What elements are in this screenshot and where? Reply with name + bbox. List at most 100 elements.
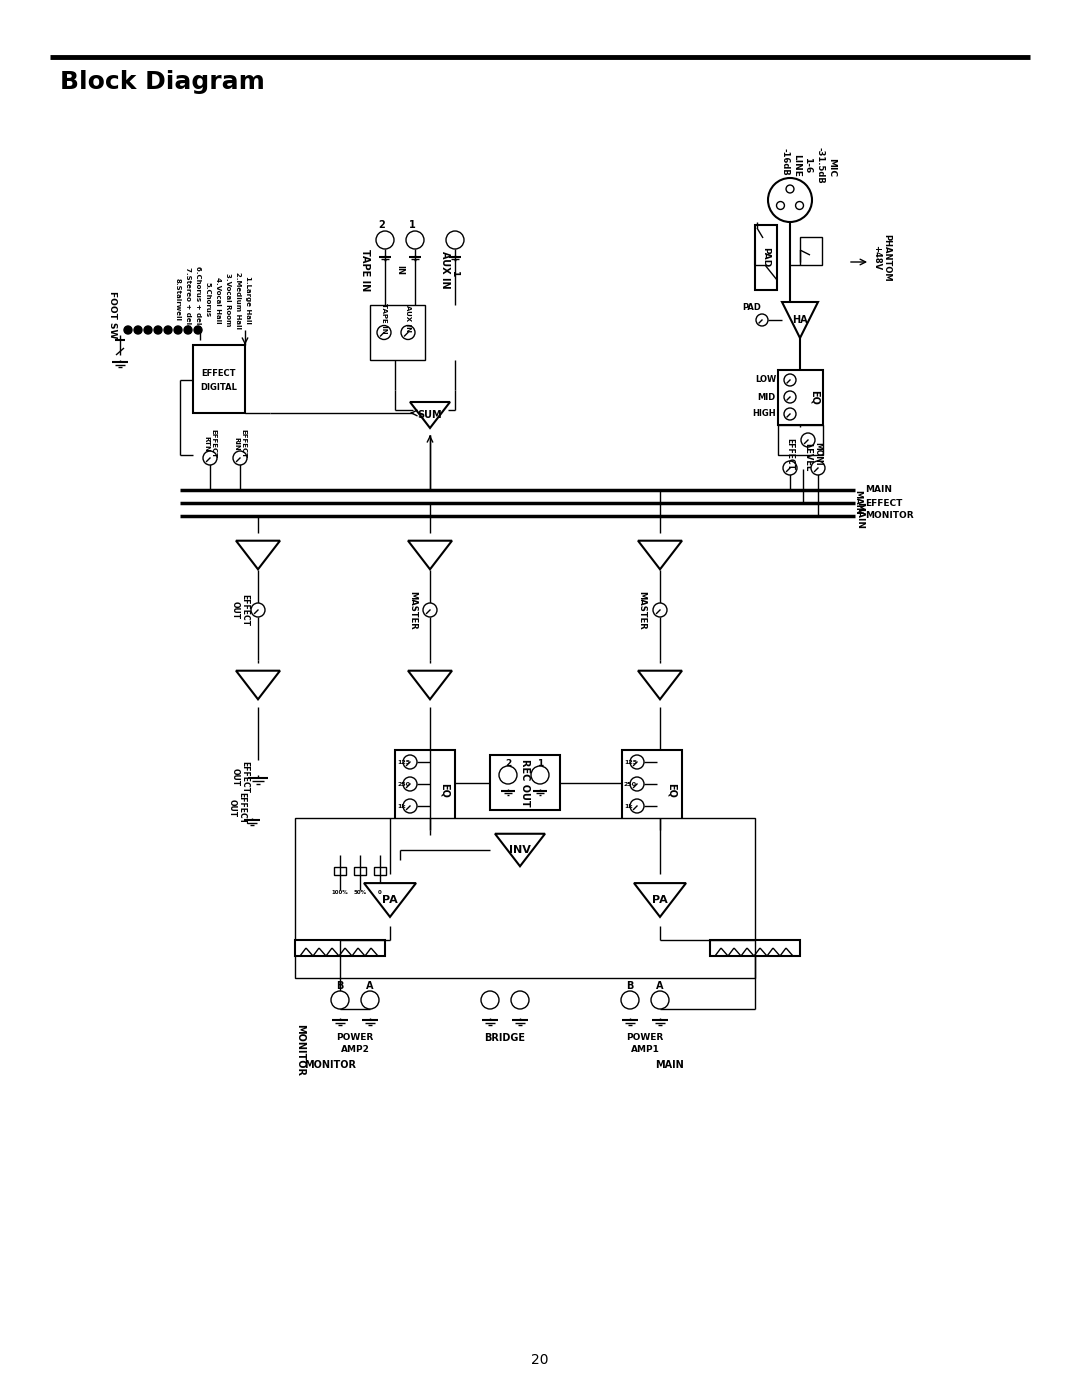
Text: EQ: EQ <box>667 782 677 798</box>
Text: 7.Stereo + delay: 7.Stereo + delay <box>185 267 191 332</box>
Text: EFFECT
OUT: EFFECT OUT <box>230 594 249 626</box>
Text: 20: 20 <box>531 1354 549 1368</box>
Text: 2.Medium Hall: 2.Medium Hall <box>235 271 241 328</box>
Text: MAIN: MAIN <box>865 486 892 495</box>
Text: MIC: MIC <box>827 158 837 177</box>
Bar <box>295 940 384 956</box>
Text: EFFECT: EFFECT <box>785 439 795 469</box>
Circle shape <box>377 326 391 339</box>
Circle shape <box>203 451 217 465</box>
Polygon shape <box>364 883 416 916</box>
Circle shape <box>184 326 192 334</box>
Circle shape <box>446 231 464 249</box>
Text: MASTER: MASTER <box>408 591 418 630</box>
Circle shape <box>144 326 152 334</box>
Circle shape <box>403 777 417 791</box>
Circle shape <box>481 990 499 1009</box>
Polygon shape <box>634 883 686 916</box>
Circle shape <box>174 326 183 334</box>
Circle shape <box>783 461 797 475</box>
Text: MONITOR: MONITOR <box>303 1060 356 1070</box>
Text: TAPE IN: TAPE IN <box>360 249 370 291</box>
Text: PAD: PAD <box>761 247 770 268</box>
Circle shape <box>194 326 202 334</box>
Circle shape <box>801 433 815 447</box>
Circle shape <box>796 201 804 210</box>
Text: A: A <box>366 981 374 990</box>
Circle shape <box>784 391 796 402</box>
Text: 1k: 1k <box>397 803 405 809</box>
Text: 125: 125 <box>624 760 637 764</box>
Bar <box>490 754 561 810</box>
Text: MAIN: MAIN <box>853 489 863 514</box>
Text: 1k: 1k <box>624 803 633 809</box>
Text: REC OUT: REC OUT <box>519 759 530 806</box>
Text: AUX IN: AUX IN <box>405 305 411 332</box>
Text: 6.Chorus + delay: 6.Chorus + delay <box>195 267 201 334</box>
Text: MONI: MONI <box>813 443 823 465</box>
Text: PA: PA <box>652 895 667 905</box>
Circle shape <box>653 604 667 617</box>
Circle shape <box>499 766 517 784</box>
Text: B: B <box>626 981 634 990</box>
Text: HIGH: HIGH <box>753 409 777 419</box>
Circle shape <box>164 326 172 334</box>
Bar <box>193 345 245 414</box>
Bar <box>295 819 755 978</box>
Text: PHANTOM
+48V: PHANTOM +48V <box>873 235 892 282</box>
Text: TAPE IN: TAPE IN <box>381 303 387 334</box>
Circle shape <box>621 990 639 1009</box>
Text: 1-6: 1-6 <box>804 156 812 173</box>
Text: 5.Chorus: 5.Chorus <box>205 282 211 317</box>
Circle shape <box>406 231 424 249</box>
Circle shape <box>134 326 141 334</box>
Text: 4.Vocal Hall: 4.Vocal Hall <box>215 277 221 323</box>
Bar <box>710 940 800 956</box>
Circle shape <box>423 604 437 617</box>
Text: LINE: LINE <box>793 154 801 176</box>
Text: EFFECT: EFFECT <box>865 499 903 507</box>
Circle shape <box>630 754 644 768</box>
Circle shape <box>630 777 644 791</box>
Bar <box>800 237 822 265</box>
Bar <box>334 868 346 875</box>
Text: PAD: PAD <box>743 303 761 313</box>
Text: EFFECT
OUT: EFFECT OUT <box>230 761 249 793</box>
Text: BRIDGE: BRIDGE <box>485 1032 526 1044</box>
Bar <box>354 868 366 875</box>
Polygon shape <box>237 671 280 700</box>
Bar <box>778 370 823 425</box>
Polygon shape <box>410 402 450 427</box>
Text: MAIN: MAIN <box>656 1060 685 1070</box>
Circle shape <box>124 326 132 334</box>
Text: 2: 2 <box>379 219 386 231</box>
Text: AMP1: AMP1 <box>631 1045 660 1055</box>
Text: EFFECT
RIN: EFFECT RIN <box>233 429 246 458</box>
Text: POWER: POWER <box>336 1034 374 1042</box>
Circle shape <box>251 604 265 617</box>
Text: EQ: EQ <box>810 390 820 405</box>
Circle shape <box>403 799 417 813</box>
Bar <box>622 750 681 830</box>
Text: EFFECT
RTN: EFFECT RTN <box>203 429 216 458</box>
Text: SUM: SUM <box>418 409 443 420</box>
Bar <box>778 425 823 455</box>
Text: B: B <box>336 981 343 990</box>
Circle shape <box>511 990 529 1009</box>
Text: 250: 250 <box>397 781 410 787</box>
Circle shape <box>403 754 417 768</box>
Text: 1.Large Hall: 1.Large Hall <box>245 277 251 324</box>
Text: 1: 1 <box>450 270 459 277</box>
Bar <box>755 225 777 291</box>
Text: MASTER: MASTER <box>637 591 647 630</box>
Circle shape <box>786 184 794 193</box>
Text: 0: 0 <box>378 890 382 895</box>
Text: A: A <box>657 981 664 990</box>
Polygon shape <box>408 541 453 570</box>
Text: DIGITAL: DIGITAL <box>201 383 238 391</box>
Circle shape <box>811 461 825 475</box>
Text: 1: 1 <box>537 759 543 767</box>
Polygon shape <box>638 671 681 700</box>
Circle shape <box>630 799 644 813</box>
Text: MAIN: MAIN <box>855 502 864 528</box>
